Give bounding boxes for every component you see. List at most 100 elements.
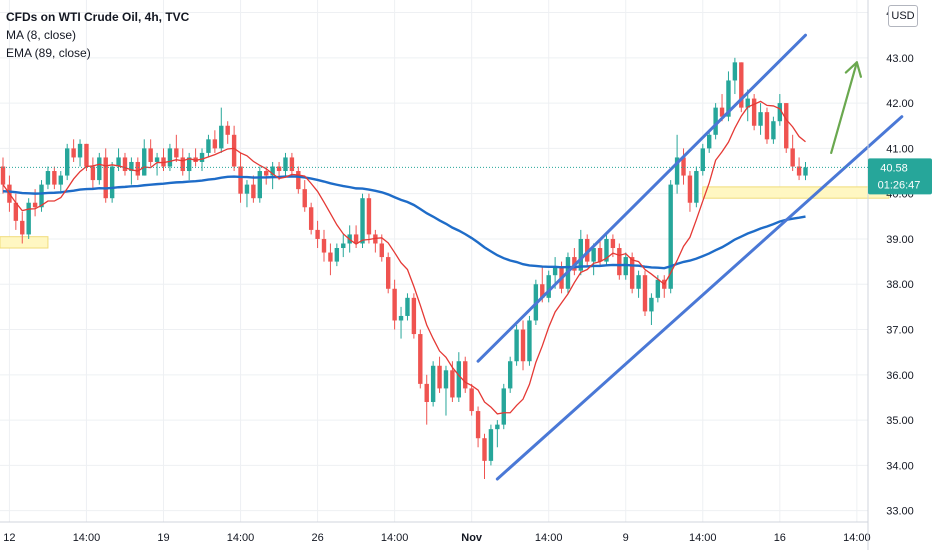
x-tick-label: 9 bbox=[623, 532, 629, 544]
candle-body bbox=[520, 329, 526, 362]
candle-body bbox=[71, 148, 76, 158]
candle bbox=[52, 166, 57, 190]
legend-ma: MA (8, close) bbox=[6, 28, 77, 42]
candle bbox=[520, 320, 526, 371]
candle-body bbox=[604, 238, 609, 262]
candle-body bbox=[405, 297, 410, 316]
candles bbox=[0, 57, 808, 479]
price-tag: 40.58 01:26:47 bbox=[0, 158, 932, 195]
candle-body bbox=[32, 202, 38, 208]
candle bbox=[186, 152, 192, 181]
candle bbox=[527, 315, 532, 366]
candle-body bbox=[20, 220, 25, 235]
candle bbox=[405, 293, 410, 321]
candle bbox=[308, 202, 314, 235]
candle bbox=[366, 193, 372, 244]
candle-body bbox=[655, 279, 661, 298]
candle-body bbox=[430, 365, 436, 402]
candle-body bbox=[142, 148, 147, 176]
candle-body bbox=[463, 361, 468, 389]
candle bbox=[212, 130, 218, 153]
candle-body bbox=[302, 189, 307, 208]
candle-body bbox=[642, 275, 648, 312]
candle-body bbox=[109, 166, 115, 199]
candle bbox=[129, 157, 134, 185]
candle-body bbox=[777, 103, 783, 122]
y-tick-label: 42.00 bbox=[886, 98, 914, 110]
candle bbox=[341, 234, 346, 258]
candle-body bbox=[103, 157, 108, 199]
candle bbox=[302, 180, 307, 212]
x-tick-label: 19 bbox=[157, 532, 169, 544]
candle-body bbox=[26, 202, 31, 235]
candle-body bbox=[58, 175, 63, 185]
candle bbox=[206, 134, 211, 158]
candle-body bbox=[97, 157, 102, 181]
candle-body bbox=[758, 112, 763, 126]
candle-body bbox=[719, 107, 725, 117]
x-tick-label: Nov bbox=[461, 532, 483, 544]
candle-body bbox=[507, 361, 513, 389]
candle-body bbox=[456, 361, 462, 398]
candle bbox=[501, 383, 506, 430]
candle-body bbox=[552, 266, 558, 276]
candle-body bbox=[784, 103, 789, 149]
candle-body bbox=[315, 229, 320, 239]
candle-body bbox=[681, 157, 686, 176]
candle bbox=[475, 406, 481, 448]
candle bbox=[167, 143, 173, 172]
candle bbox=[116, 148, 121, 172]
candle bbox=[591, 243, 596, 276]
candle bbox=[668, 180, 673, 294]
candle bbox=[784, 103, 789, 153]
candle bbox=[103, 148, 108, 203]
channel-upper-line bbox=[476, 33, 807, 363]
legend-symbol: CFDs on WTI Crude Oil, 4h, TVC bbox=[6, 10, 190, 24]
candle bbox=[649, 293, 654, 326]
candle bbox=[578, 229, 583, 276]
candle-body bbox=[597, 248, 603, 262]
y-tick-label: 33.00 bbox=[886, 506, 914, 518]
candle bbox=[392, 279, 397, 330]
candle-body bbox=[251, 184, 256, 199]
candle-body bbox=[437, 365, 442, 389]
candle-body bbox=[764, 112, 770, 140]
candle bbox=[45, 166, 51, 190]
candle bbox=[469, 383, 474, 416]
candle bbox=[244, 180, 250, 208]
candle-body bbox=[751, 98, 757, 126]
ema-series bbox=[2, 175, 806, 270]
candle-body bbox=[694, 171, 699, 203]
candle bbox=[617, 243, 622, 280]
candle-body bbox=[283, 157, 288, 172]
candle-body bbox=[212, 139, 218, 149]
candle-body bbox=[674, 157, 680, 185]
candle bbox=[122, 152, 128, 176]
support-zone bbox=[702, 186, 890, 199]
candle bbox=[315, 220, 320, 249]
candle bbox=[687, 171, 693, 212]
candle bbox=[732, 57, 738, 95]
y-tick-label: 34.00 bbox=[886, 460, 914, 472]
candle bbox=[662, 275, 667, 298]
candle-body bbox=[186, 157, 192, 172]
candle bbox=[142, 139, 147, 176]
candle bbox=[751, 94, 757, 131]
candle-body bbox=[225, 125, 230, 135]
candle bbox=[443, 365, 449, 416]
candle bbox=[430, 361, 436, 407]
trend-arrow bbox=[830, 61, 863, 155]
candle-body bbox=[219, 125, 224, 149]
candle-body bbox=[745, 98, 750, 108]
currency-button[interactable]: USD bbox=[888, 5, 918, 27]
y-tick-label: 36.00 bbox=[886, 370, 914, 382]
x-tick-label: 16 bbox=[774, 532, 786, 544]
candle bbox=[289, 152, 295, 176]
candle-body bbox=[238, 166, 243, 194]
candle-body bbox=[135, 161, 141, 176]
channel-lower-line bbox=[495, 115, 904, 481]
y-tick-label: 43.00 bbox=[886, 53, 914, 65]
candle bbox=[257, 166, 262, 203]
